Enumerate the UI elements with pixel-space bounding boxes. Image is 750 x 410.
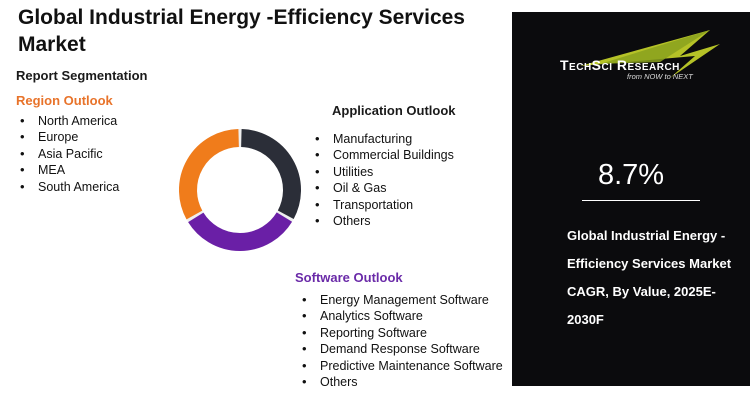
donut-segment-3 — [179, 129, 240, 220]
donut-segments — [179, 129, 301, 251]
list-item: Predictive Maintenance Software — [300, 358, 505, 375]
cagr-panel: TechSci Research from NOW to NEXT 8.7% G… — [512, 12, 750, 386]
cagr-caption: Global Industrial Energy -Efficiency Ser… — [567, 228, 732, 327]
list-item: MEA — [18, 162, 198, 179]
list-item: Commercial Buildings — [313, 147, 503, 164]
application-list: Manufacturing Commercial Buildings Utili… — [313, 131, 503, 230]
region-list: North America Europe Asia Pacific MEA So… — [18, 113, 198, 195]
list-item: Reporting Software — [300, 325, 505, 342]
donut-chart — [179, 129, 301, 251]
list-item: Energy Management Software — [300, 292, 505, 309]
list-item: South America — [18, 179, 198, 196]
donut-segment-1 — [240, 129, 301, 219]
list-item: Transportation — [313, 197, 503, 214]
segmentation-heading: Report Segmentation — [16, 68, 148, 83]
page-title: Global Industrial Energy -Efficiency Ser… — [18, 6, 465, 56]
list-item: Others — [313, 213, 503, 230]
donut-segment-2 — [188, 212, 293, 251]
list-item: Oil & Gas — [313, 180, 503, 197]
software-outlook-title: Software Outlook — [295, 270, 403, 285]
list-item: Analytics Software — [300, 308, 505, 325]
arrow-chevron-icon — [580, 30, 720, 78]
logo-text: TechSci Research — [560, 57, 680, 73]
region-outlook-title: Region Outlook — [16, 93, 113, 108]
divider — [582, 200, 700, 201]
list-item: Asia Pacific — [18, 146, 198, 163]
list-item: Demand Response Software — [300, 341, 505, 358]
list-item: Manufacturing — [313, 131, 503, 148]
list-item: Europe — [18, 129, 198, 146]
list-item: Utilities — [313, 164, 503, 181]
software-list: Energy Management Software Analytics Sof… — [300, 292, 505, 391]
list-item: Others — [300, 374, 505, 391]
list-item: North America — [18, 113, 198, 130]
logo-tagline: from NOW to NEXT — [627, 72, 693, 81]
cagr-value: 8.7% — [597, 159, 665, 191]
application-outlook-title: Application Outlook — [332, 103, 456, 118]
